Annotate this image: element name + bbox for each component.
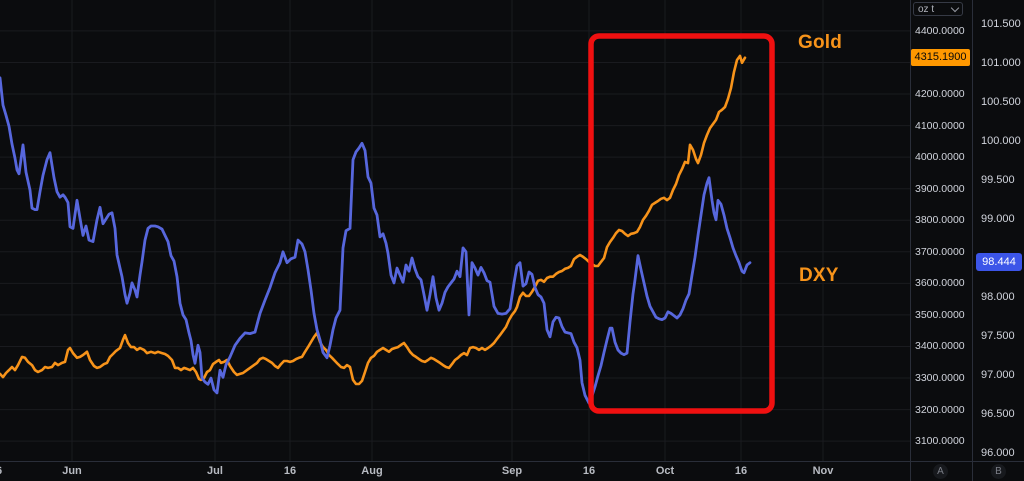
unit-selector[interactable]: oz t	[913, 2, 963, 16]
gold-price-axis[interactable]: oz t 4315.1900 4400.0000 4200.0000 4100.00…	[910, 0, 972, 461]
gold-axis-tick: 3500.0000	[915, 309, 965, 321]
dxy-axis-tick: 96.000	[981, 447, 1015, 459]
chevron-down-icon	[950, 3, 960, 13]
gold-axis-tick: 4000.0000	[915, 151, 965, 163]
dxy-axis-tick: 100.000	[981, 135, 1021, 147]
time-axis-label: 16	[734, 465, 748, 477]
axis-divider	[910, 461, 911, 481]
gold-axis-tick: 3300.0000	[915, 372, 965, 384]
annotation-rectangle	[588, 33, 775, 414]
axis-divider	[972, 461, 973, 481]
gold-axis-tick: 3200.0000	[915, 404, 965, 416]
dxy-axis-tick: 101.500	[981, 18, 1021, 30]
gold-last-price-tag: 4315.1900	[911, 49, 970, 66]
gold-axis-tick: 3900.0000	[915, 183, 965, 195]
dxy-axis-tick: 97.000	[981, 369, 1015, 381]
time-axis-label: Oct	[655, 465, 675, 477]
price-chart-canvas[interactable]: Gold DXY	[0, 0, 910, 461]
dxy-price-axis[interactable]: 98.444 101.500 101.000 100.500 100.000 99.50…	[972, 0, 1024, 461]
time-axis-label: 16	[283, 465, 297, 477]
scale-b-button[interactable]: B	[991, 464, 1006, 479]
gold-axis-tick: 4100.0000	[915, 120, 965, 132]
gold-axis-tick: 3400.0000	[915, 340, 965, 352]
plot-svg[interactable]	[0, 0, 910, 461]
time-axis-label: Nov	[812, 465, 834, 477]
time-axis-label: Aug	[361, 465, 383, 477]
gold-axis-tick: 4400.0000	[915, 25, 965, 37]
dxy-axis-tick: 99.000	[981, 213, 1015, 225]
gold-series-label: Gold	[798, 32, 843, 53]
time-axis[interactable]: 6 Jun Jul 16 Aug Sep 16 Oct 16 Nov	[0, 461, 1024, 481]
dxy-last-price-tag: 98.444	[976, 253, 1022, 271]
time-axis-label: 6	[0, 465, 2, 477]
dxy-axis-tick: 97.500	[981, 330, 1015, 342]
dxy-axis-tick: 101.000	[981, 57, 1021, 69]
time-axis-label: 16	[582, 465, 596, 477]
gold-axis-tick: 3100.0000	[915, 435, 965, 447]
gold-axis-tick: 3600.0000	[915, 277, 965, 289]
time-axis-label: Sep	[501, 465, 523, 477]
gold-axis-tick: 3800.0000	[915, 214, 965, 226]
gold-axis-tick: 3700.0000	[915, 246, 965, 258]
time-axis-label: Jul	[207, 465, 223, 477]
scale-a-button[interactable]: A	[933, 464, 948, 479]
dxy-axis-tick: 99.500	[981, 174, 1015, 186]
dxy-axis-tick: 98.000	[981, 291, 1015, 303]
gold-axis-tick: 4200.0000	[915, 88, 965, 100]
dxy-axis-tick: 96.500	[981, 408, 1015, 420]
time-axis-label: Jun	[62, 465, 82, 477]
dxy-series-label: DXY	[799, 265, 839, 286]
dxy-axis-tick: 100.500	[981, 96, 1021, 108]
unit-selector-label: oz t	[918, 3, 935, 15]
